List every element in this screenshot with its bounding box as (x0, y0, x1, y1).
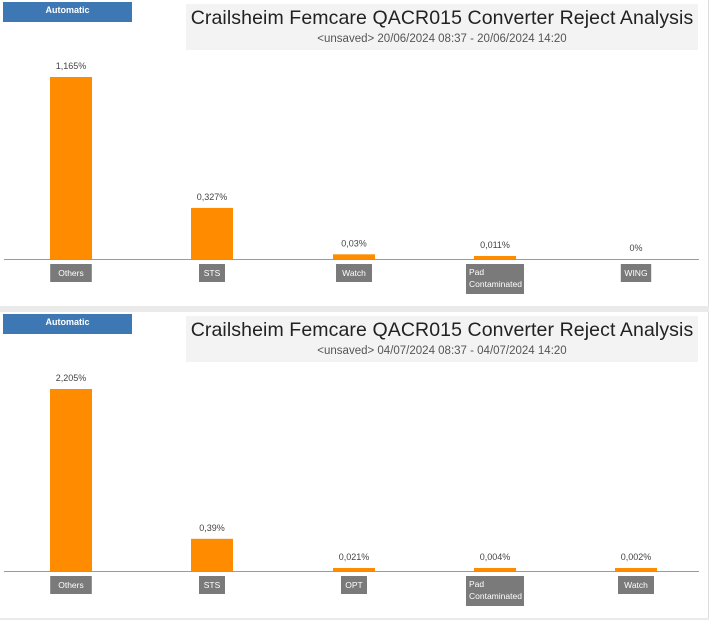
x-tick-label: STS (199, 264, 225, 282)
x-tick-label: Pad Contaminated (466, 576, 524, 606)
tick-label-box (336, 264, 372, 282)
bar (333, 254, 375, 259)
data-label: 0,39% (199, 523, 225, 533)
chart-title: Crailsheim Femcare QACR015 Converter Rej… (190, 7, 694, 29)
chart-title: Crailsheim Femcare QACR015 Converter Rej… (190, 319, 694, 341)
tick-label-box (466, 264, 524, 294)
data-label: 2,205% (56, 373, 87, 383)
x-tick-label: STS (199, 576, 225, 594)
tick-label-box (199, 576, 225, 594)
automatic-tab[interactable]: Automatic (3, 2, 132, 22)
bar (191, 207, 233, 259)
tick-label-text: Pad (469, 579, 484, 589)
tick-label-text: Others (58, 580, 84, 590)
x-tick-label: Pad Contaminated (466, 264, 524, 294)
data-label: 0% (629, 243, 642, 253)
tick-label-box (466, 576, 524, 606)
tick-label-text: Contaminated (469, 591, 522, 601)
tick-label-text: STS (204, 580, 221, 590)
bar-chart: 2,205% 0,39% 0,021% 0,004% 0,002% Others STS OP… (4, 373, 699, 606)
x-tick-label: WING (620, 264, 652, 282)
x-tick-label: Others (50, 264, 92, 282)
data-label: 0,03% (341, 238, 367, 248)
data-label: 0,011% (480, 240, 510, 250)
chart-panel-2: Automatic Crailsheim Femcare QACR015 Con… (0, 312, 709, 618)
bar (50, 389, 92, 571)
x-tick-label: OPT (341, 576, 367, 594)
chart-subtitle: <unsaved> 20/06/2024 08:37 - 20/06/2024 … (317, 33, 567, 45)
bar (191, 538, 233, 571)
data-label: 0,021% (339, 552, 370, 562)
bar (333, 568, 375, 571)
title-box: Crailsheim Femcare QACR015 Converter Rej… (186, 316, 698, 362)
tick-label-text: Watch (342, 268, 366, 278)
chart-subtitle: <unsaved> 04/07/2024 08:37 - 04/07/2024 … (317, 345, 567, 357)
tick-label-text: OPT (345, 580, 362, 590)
bar (615, 568, 657, 571)
tick-label-text: Pad (469, 267, 484, 277)
tick-label-box (50, 264, 92, 282)
tick-label-text: WING (624, 268, 647, 278)
tick-label-text: STS (204, 268, 221, 278)
tick-label-text: Others (58, 268, 84, 278)
bar-chart: 1,165% 0,327% 0,03% 0,011% 0% Others STS Watch P… (4, 61, 699, 294)
bar (50, 77, 92, 259)
tick-label-box (618, 576, 654, 594)
tick-label-box (341, 576, 367, 594)
x-tick-label: Watch (618, 576, 654, 594)
title-box: Crailsheim Femcare QACR015 Converter Rej… (186, 4, 698, 50)
tick-label-box (199, 264, 225, 282)
bar (474, 568, 516, 571)
data-label: 0,004% (480, 552, 511, 562)
tick-label-text: Contaminated (469, 279, 522, 289)
tick-label-box (620, 264, 652, 282)
chart-panel-1: Automatic Crailsheim Femcare QACR015 Con… (0, 0, 709, 306)
tick-label-box (50, 576, 92, 594)
data-label: 0,327% (197, 192, 228, 202)
bar (474, 256, 516, 259)
x-tick-label: Watch (336, 264, 372, 282)
data-label: 0,002% (621, 552, 652, 562)
automatic-tab[interactable]: Automatic (3, 314, 132, 334)
tick-label-text: Watch (624, 580, 648, 590)
data-label: 1,165% (56, 61, 87, 71)
x-tick-label: Others (50, 576, 92, 594)
